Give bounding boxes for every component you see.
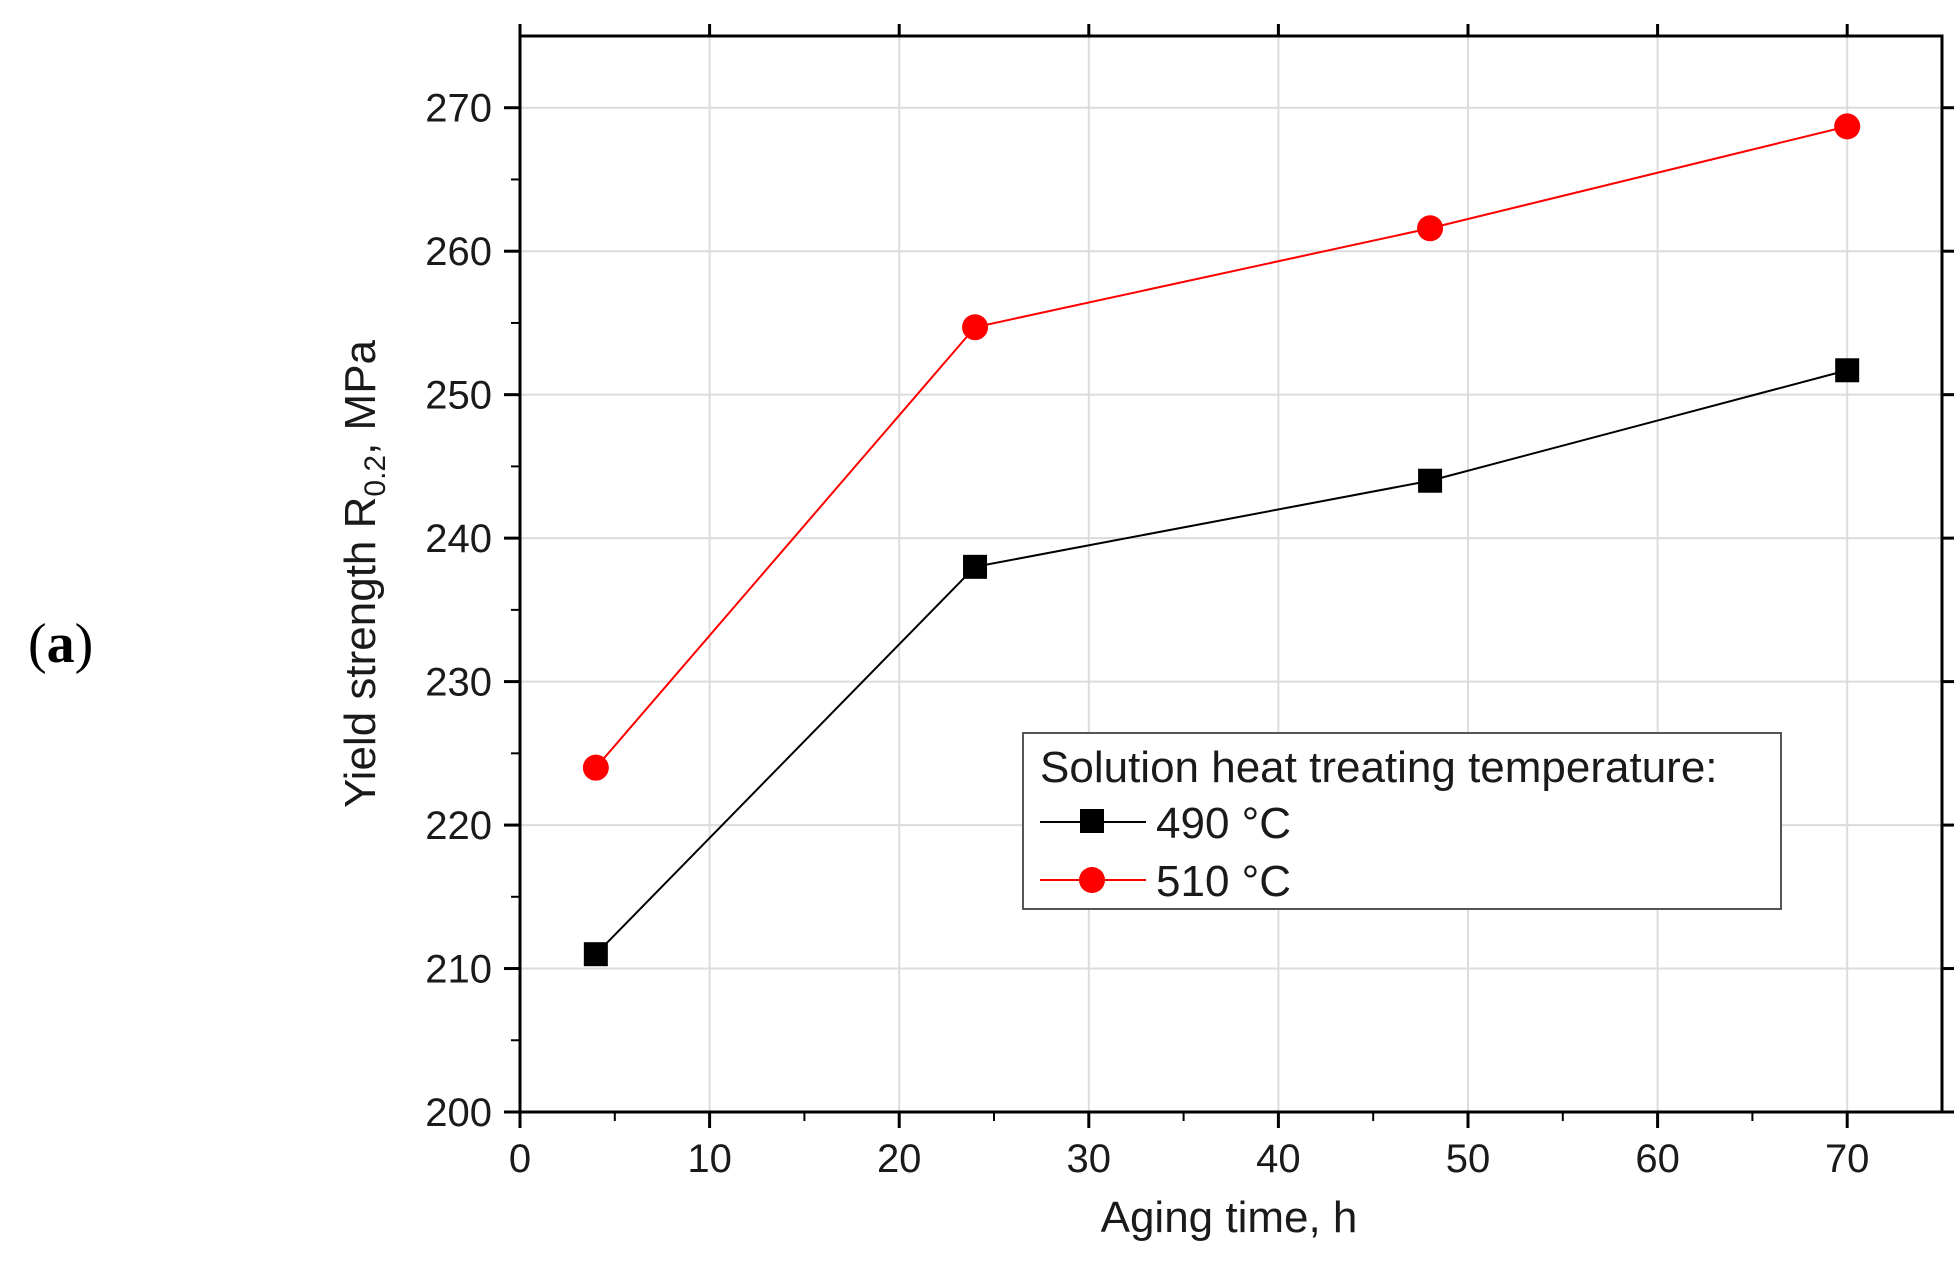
y-axis-title-subscript: 0.2 (359, 455, 392, 497)
panel-label-close: ) (74, 613, 94, 675)
data-point-510 (1417, 215, 1444, 242)
data-point-490 (583, 942, 608, 967)
legend-marker-510 (1079, 867, 1105, 893)
y-tick-label: 220 (425, 804, 492, 848)
y-tick-label: 250 (425, 374, 492, 418)
legend: Solution heat treating temperature: 490 … (1022, 732, 1782, 910)
legend-label-510: 510 °C (1156, 857, 1291, 906)
y-axis-title-suffix: , MPa (336, 339, 385, 454)
y-axis-title: Yield strength R0.2, MPa (336, 339, 392, 808)
series-line-510 (595, 125, 1848, 769)
legend-title: Solution heat treating temperature: (1040, 743, 1718, 792)
grid-lines (519, 36, 1942, 1113)
y-axis-title-prefix: Yield strength R (336, 497, 385, 808)
y-tick-label: 210 (425, 948, 492, 992)
data-point-510 (1834, 113, 1861, 140)
data-point-490 (1418, 468, 1443, 493)
data-series (582, 113, 1861, 967)
x-tick-label: 0 (509, 1137, 531, 1181)
data-point-490 (1835, 358, 1860, 383)
data-point-510 (962, 314, 989, 341)
legend-marker-490 (1080, 809, 1104, 833)
y-tick-label: 270 (425, 87, 492, 131)
data-point-510 (582, 754, 609, 781)
x-tick-label: 50 (1446, 1137, 1491, 1181)
series-line-490 (595, 369, 1848, 955)
x-tick-label: 30 (1067, 1137, 1112, 1181)
y-tick-label: 240 (425, 517, 492, 561)
x-tick-label: 40 (1256, 1137, 1301, 1181)
y-tick-label: 200 (425, 1091, 492, 1135)
axis-ticks: 0 10 20 30 40 50 60 70 200 210 220 230 240 250 260 270 (425, 24, 1954, 1181)
panel-label-open: ( (28, 613, 47, 675)
legend-box (1022, 732, 1782, 910)
x-tick-label: 20 (877, 1137, 922, 1181)
panel-label: (a) (28, 612, 93, 676)
x-tick-label: 10 (687, 1137, 732, 1181)
y-tick-label: 260 (425, 230, 492, 274)
y-tick-label: 230 (425, 661, 492, 705)
x-tick-label: 70 (1825, 1137, 1870, 1181)
plot-background (520, 36, 1942, 1112)
x-axis-title: Aging time, h (1101, 1193, 1358, 1242)
plot-frame (518, 34, 1944, 1114)
panel-label-letter: a (46, 613, 75, 675)
data-point-490 (963, 554, 988, 579)
legend-label-490: 490 °C (1156, 799, 1291, 848)
x-tick-label: 60 (1635, 1137, 1680, 1181)
